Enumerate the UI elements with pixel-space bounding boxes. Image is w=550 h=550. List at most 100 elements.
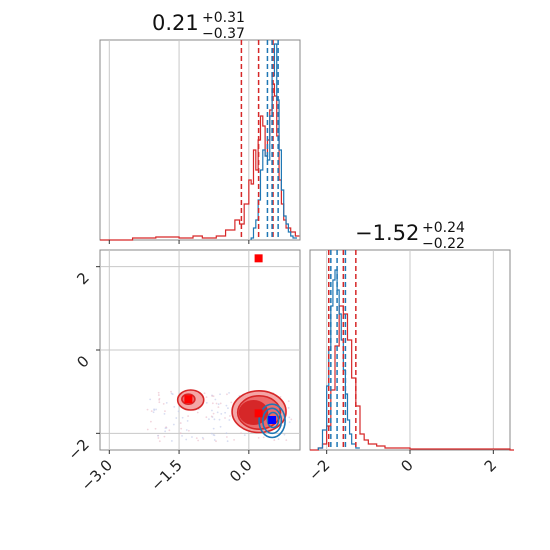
joint-sample-point: [240, 432, 242, 435]
joint-sample-point: [213, 418, 216, 421]
joint-sample-point: [225, 404, 228, 407]
joint-sample-point: [205, 401, 208, 404]
joint-sample-point: [181, 434, 183, 437]
hist-p1-red-series: [100, 83, 300, 241]
joint-sample-point: [283, 433, 286, 436]
joint-sample-point: [279, 396, 282, 398]
joint-sample-point: [181, 416, 184, 419]
joint-sample-point: [157, 391, 160, 394]
joint-sample-point: [219, 402, 222, 405]
joint-sample-point: [262, 436, 265, 439]
joint-sample-point: [225, 432, 228, 435]
joint-sample-point: [157, 437, 160, 439]
joint-sample-point: [191, 436, 193, 438]
joint-sample-point: [187, 415, 190, 417]
joint-blue-marker: [268, 416, 277, 424]
joint-sample-point: [158, 401, 161, 404]
joint-red-contour-2: [238, 400, 269, 425]
joint-sample-point: [170, 440, 173, 442]
joint-sample-point: [225, 436, 228, 438]
joint-sample-point: [228, 419, 231, 421]
joint-sample-point: [217, 406, 220, 409]
joint-sample-point: [217, 403, 220, 406]
joint-sample-point: [197, 439, 200, 442]
joint-sample-point: [226, 440, 229, 443]
joint-sample-point: [180, 427, 183, 430]
joint-sample-point: [218, 418, 221, 421]
xtick-label-p2-2: 2: [481, 456, 500, 475]
joint-sample-point: [224, 417, 226, 419]
ytick-label-p2-0: 2: [73, 269, 92, 288]
joint-plot: [146, 254, 293, 443]
joint-sample-point: [212, 412, 215, 415]
joint-sample-point: [257, 436, 260, 439]
joint-sample-point: [146, 408, 149, 411]
joint-sample-point: [285, 439, 288, 442]
joint-sample-point: [215, 440, 217, 443]
xtick-label-p1-0: −3.0: [78, 456, 116, 494]
joint-sample-point: [205, 396, 208, 399]
hist-p1-title-minus: −0.37: [202, 26, 245, 42]
ytick-label-p2-1: 0: [73, 352, 92, 371]
joint-blue-contour-0: [258, 403, 286, 439]
hist-p2-title-median: −1.52: [355, 221, 419, 245]
joint-sample-point: [229, 415, 231, 417]
joint-sample-point: [152, 411, 155, 414]
joint-sample-point: [186, 420, 189, 422]
hist-p2-title-plus: +0.24: [422, 220, 465, 236]
joint-sample-point: [170, 392, 173, 395]
joint-red-marker-0: [254, 254, 263, 263]
joint-sample-point: [203, 392, 206, 395]
joint-sample-point: [175, 417, 178, 419]
joint-sample-point: [210, 415, 213, 418]
xtick-label-p2-1: 0: [397, 456, 416, 475]
joint-sample-point: [158, 397, 161, 400]
joint-sample-point: [227, 407, 229, 410]
joint-sample-point: [290, 418, 293, 421]
joint-sample-point: [243, 434, 246, 437]
joint-sample-point: [179, 432, 182, 435]
joint-sample-point: [150, 420, 152, 423]
joint-sample-point: [164, 410, 166, 413]
joint-sample-point: [195, 437, 198, 440]
hist-p2-red-series: [310, 305, 514, 451]
joint-sample-point: [211, 402, 214, 405]
hist-p2-title: −1.52: [355, 221, 419, 245]
joint-sample-point: [149, 398, 152, 401]
joint-sample-point: [164, 430, 167, 433]
xtick-label-p2-0: −2: [305, 456, 333, 484]
joint-sample-point: [226, 393, 228, 396]
hist-p2-plot: [310, 250, 514, 451]
hist-p1-title-median: 0.21: [152, 11, 199, 35]
joint-sample-point: [163, 412, 166, 415]
joint-sample-point: [163, 435, 166, 438]
joint-sample-point: [205, 416, 208, 419]
joint-blue-contour-1: [261, 407, 283, 435]
joint-sample-point: [277, 438, 280, 440]
joint-sample-point: [146, 428, 149, 431]
joint-sample-point: [155, 408, 157, 411]
joint-sample-point: [213, 439, 216, 441]
joint-sample-point: [233, 439, 235, 441]
joint-sample-point: [201, 436, 204, 439]
joint-sample-point: [212, 427, 215, 430]
joint-sample-point: [172, 423, 175, 426]
joint-red-marker-1: [254, 409, 263, 418]
joint-sample-point: [157, 434, 159, 437]
joint-sample-point: [208, 418, 210, 421]
joint-sample-point: [212, 395, 215, 398]
joint-sample-point: [179, 422, 182, 424]
joint-sample-point: [230, 401, 233, 404]
joint-sample-point: [214, 398, 217, 401]
joint-sample-point: [153, 408, 155, 411]
joint-sample-point: [287, 400, 290, 403]
joint-sample-point: [162, 402, 165, 405]
joint-sample-point: [228, 391, 230, 394]
joint-sample-point: [215, 402, 218, 405]
joint-sample-point: [185, 429, 188, 431]
joint-sample-point: [216, 411, 219, 414]
joint-sample-point: [158, 440, 161, 443]
joint-sample-point: [196, 411, 199, 414]
joint-blue-contour-2: [266, 411, 280, 429]
